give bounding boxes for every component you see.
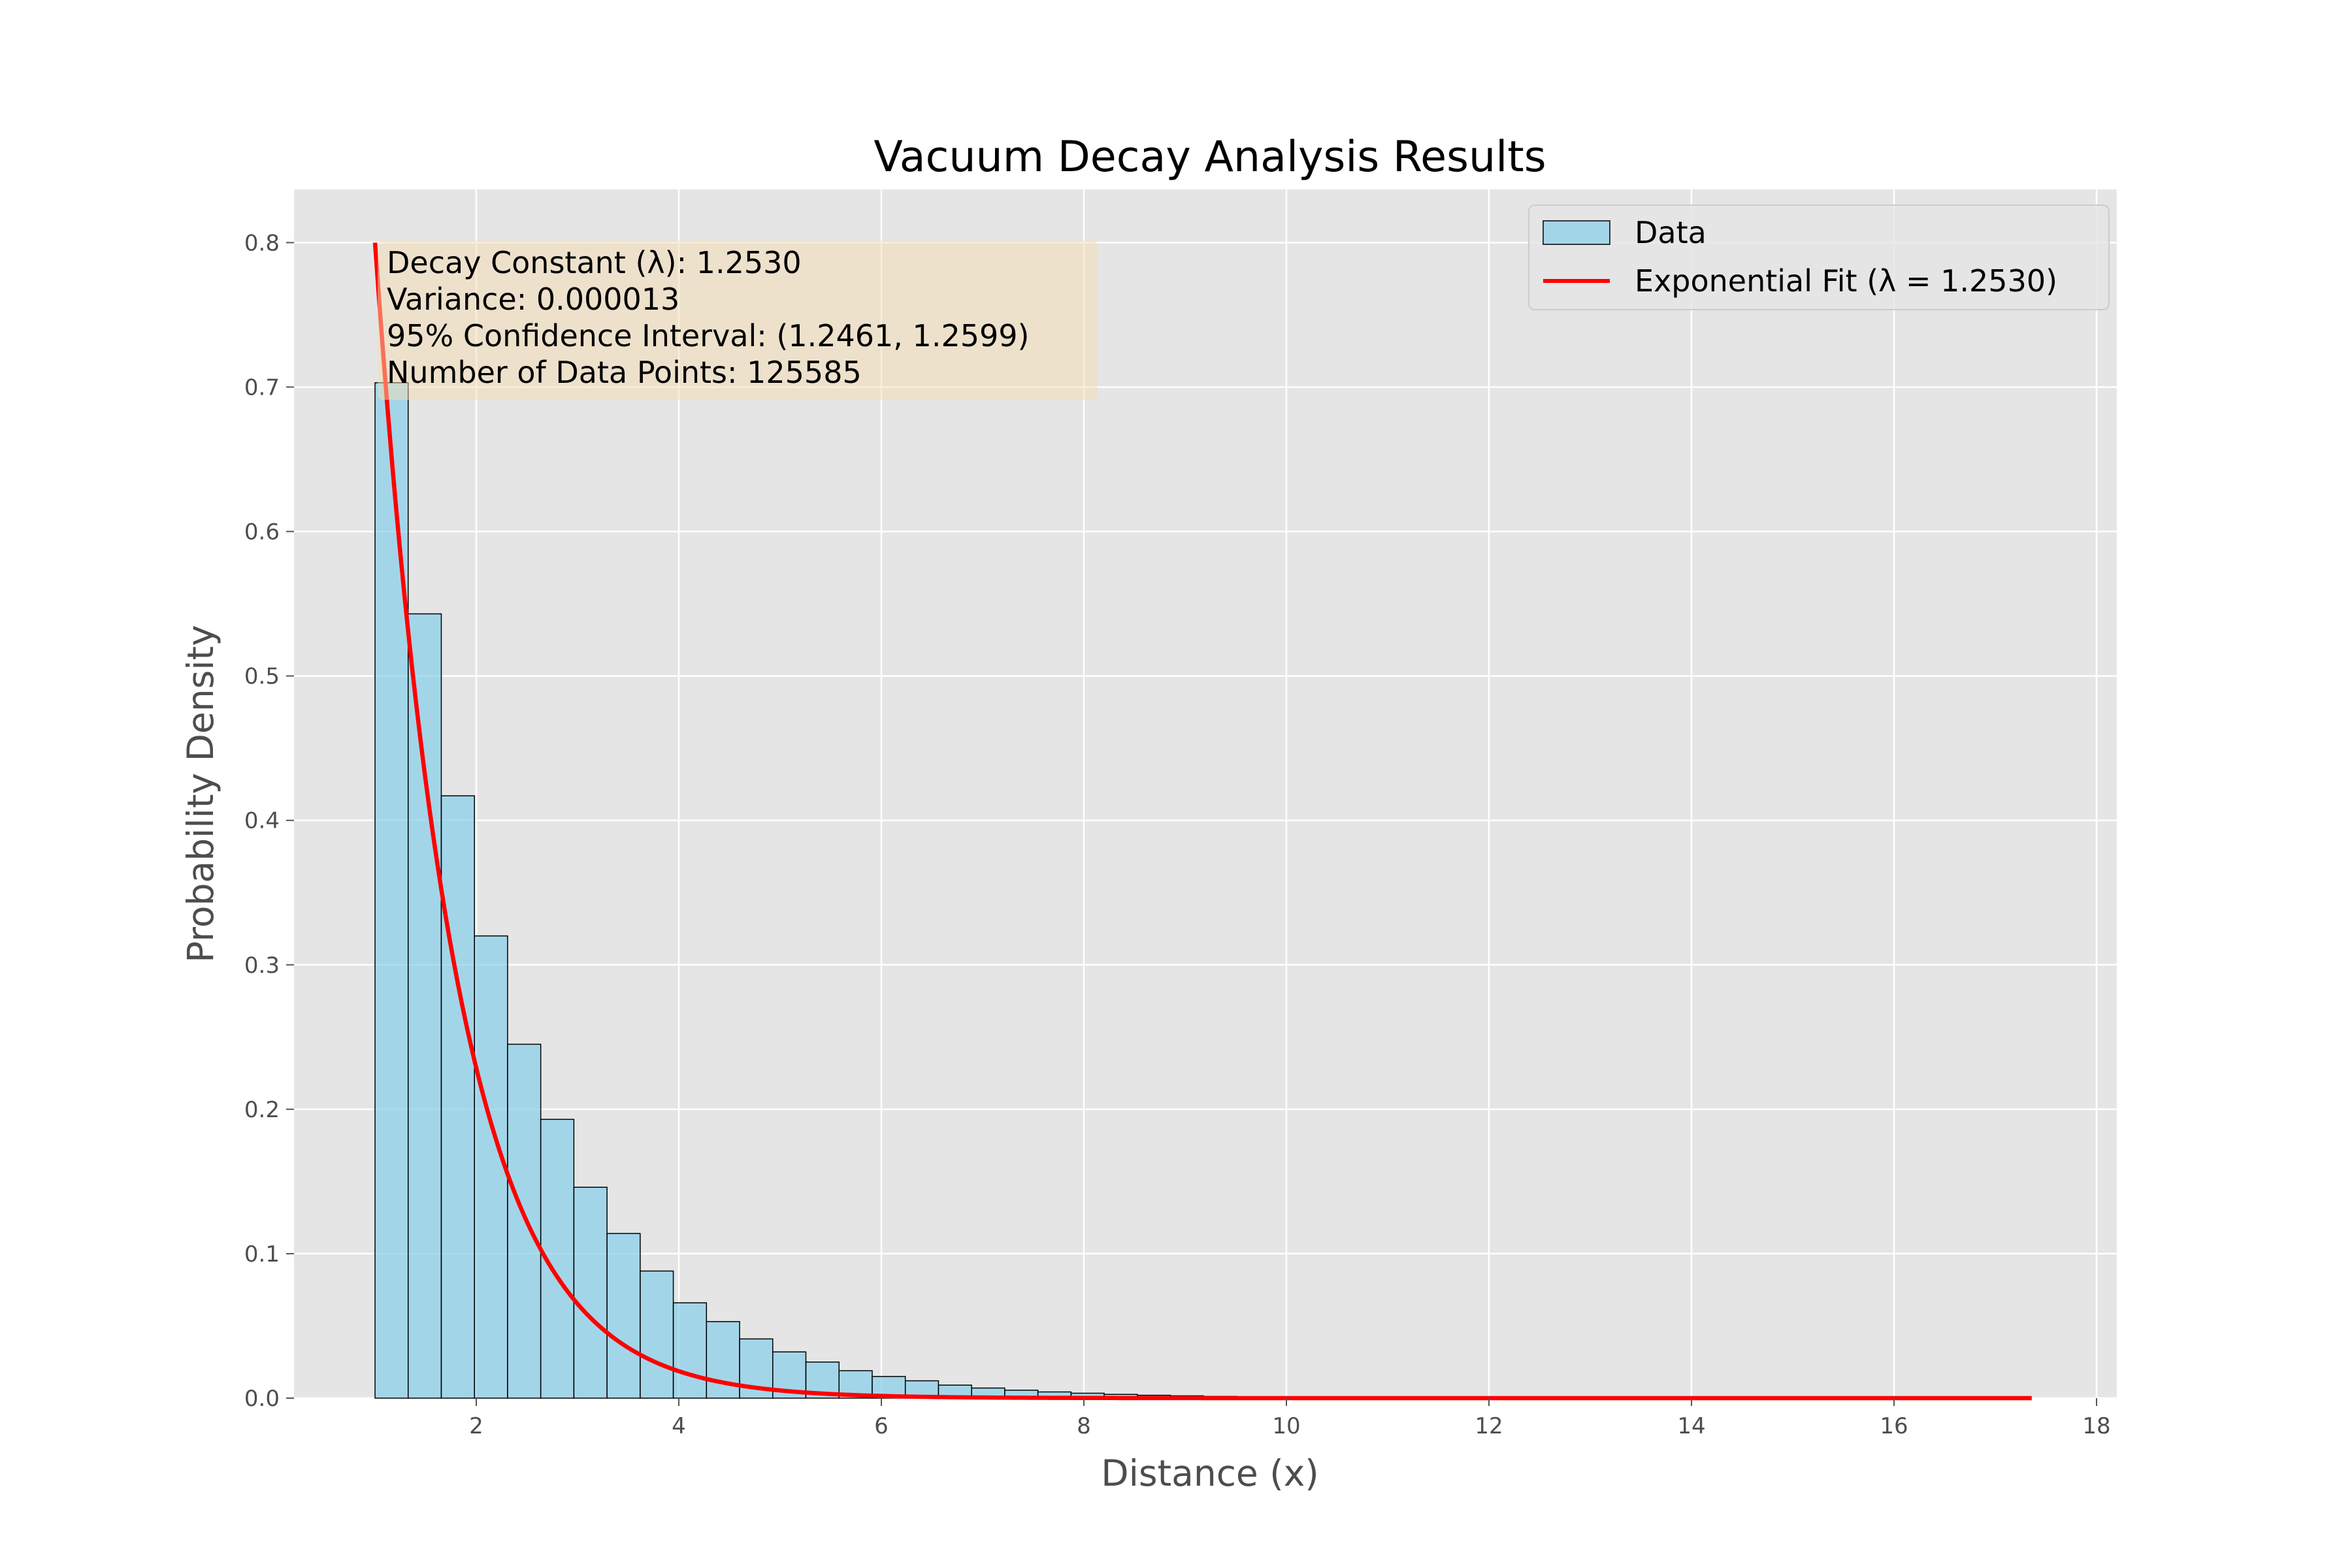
histogram-bar	[640, 1270, 674, 1399]
y-tick-label: 0.3	[244, 953, 280, 979]
x-tick-label: 16	[1880, 1413, 1908, 1439]
x-tick-label: 12	[1475, 1413, 1503, 1439]
y-tick-label: 0.4	[244, 808, 280, 834]
x-tick-label: 14	[1677, 1413, 1705, 1439]
x-tick-label: 6	[874, 1413, 889, 1439]
y-axis-label: Probability Density	[180, 625, 221, 962]
histogram-bar	[606, 1233, 641, 1399]
x-tick-label: 2	[469, 1413, 483, 1439]
x-tick-label: 8	[1077, 1413, 1091, 1439]
x-tick-label: 4	[672, 1413, 686, 1439]
y-tick-label: 0.7	[244, 374, 280, 400]
legend-label-data: Data	[1635, 215, 1707, 250]
annotation-line: Number of Data Points: 125585	[387, 355, 862, 390]
fit-curve	[372, 242, 2032, 1401]
y-tick-label: 0.0	[244, 1386, 280, 1412]
histogram-bar	[407, 613, 442, 1399]
annotation-box: Decay Constant (λ): 1.2530 Variance: 0.0…	[378, 240, 1098, 400]
y-tick-label: 0.1	[244, 1241, 280, 1267]
legend: Data Exponential Fit (λ = 1.2530)	[1528, 204, 2110, 310]
annotation-line: 95% Confidence Interval: (1.2461, 1.2599…	[387, 318, 1029, 353]
x-axis-label: Distance (x)	[1101, 1452, 1318, 1494]
axis-ticks: 2 4 6 8 10 12 14 16 18 0.0 0.1 0.2 0.3 0.4 0.5 0.6 0.7 0.…	[244, 230, 2111, 1439]
histogram-bar	[440, 795, 475, 1399]
chart-title: Vacuum Decay Analysis Results	[874, 133, 1546, 182]
annotation-line: Decay Constant (λ): 1.2530	[387, 245, 802, 280]
x-tick-label: 18	[2082, 1413, 2110, 1439]
annotation-line: Variance: 0.000013	[387, 282, 679, 317]
y-tick-label: 0.2	[244, 1097, 280, 1123]
x-tick-label: 10	[1272, 1413, 1300, 1439]
histogram-bars	[374, 382, 1934, 1399]
histogram-bar	[474, 935, 508, 1399]
histogram-bar	[374, 382, 409, 1399]
fit-line	[372, 242, 2032, 1401]
y-tick-label: 0.6	[244, 519, 280, 546]
histogram-bar	[507, 1043, 542, 1399]
legend-swatch-data	[1543, 220, 1610, 245]
y-tick-label: 0.5	[244, 664, 280, 690]
annotation-background	[378, 240, 1098, 400]
legend-frame	[1528, 204, 2110, 310]
legend-label-fit: Exponential Fit (λ = 1.2530)	[1635, 263, 2057, 299]
histogram-bar	[672, 1302, 708, 1399]
y-tick-label: 0.8	[244, 230, 280, 256]
grid	[294, 189, 2117, 1399]
histogram-bar	[573, 1186, 608, 1399]
